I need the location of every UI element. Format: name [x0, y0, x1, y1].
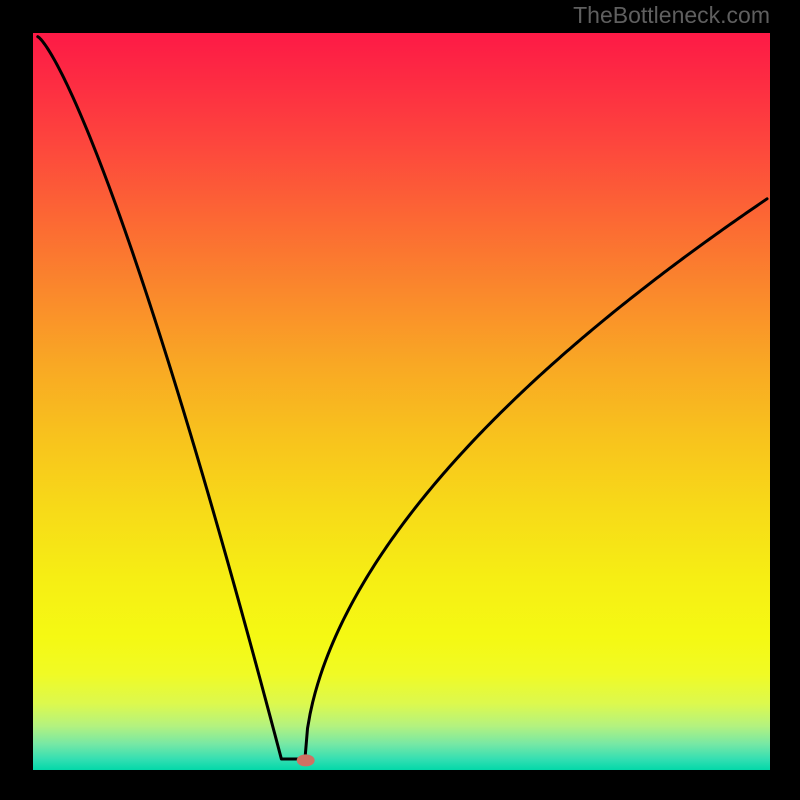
watermark-text: TheBottleneck.com [573, 2, 770, 29]
black-frame [0, 0, 800, 800]
